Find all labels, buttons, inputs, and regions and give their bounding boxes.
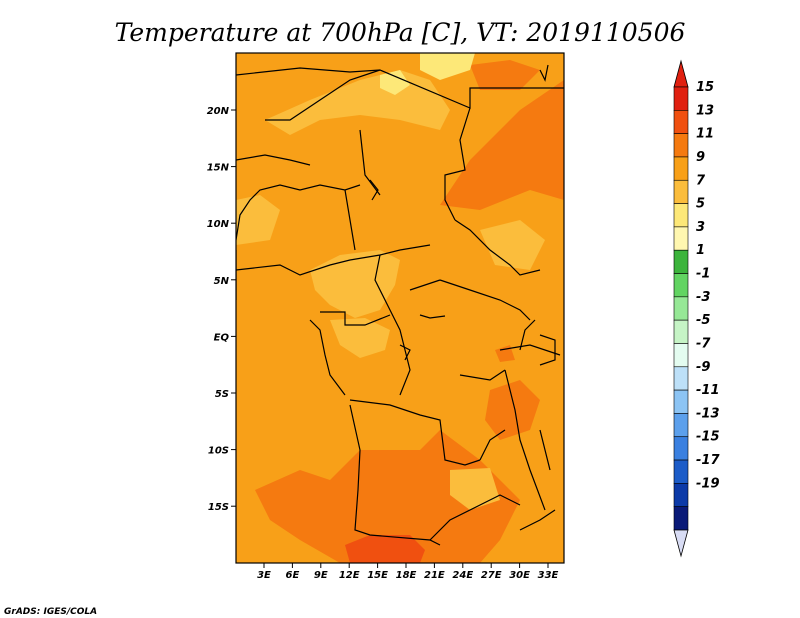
warm-region-east: [485, 380, 540, 440]
x-tick-label: 33E: [538, 570, 559, 581]
map-area: [236, 53, 564, 563]
colorbar-label: -3: [696, 290, 710, 305]
y-tick-label: 15N: [207, 163, 230, 174]
colorbar-label: -17: [696, 453, 720, 468]
colorbar-label: -11: [696, 383, 720, 398]
y-tick-label: EQ: [214, 332, 230, 343]
colorbar: 15 13 11 9 7 5 3 1 -1 -3 -5 -7 -9 -11 -13 -15 -17 -19: [673, 59, 720, 558]
colorbar-label: -9: [696, 360, 710, 375]
colorbar-segment: [673, 203, 689, 228]
colorbar-label: -19: [696, 476, 720, 491]
colorbar-label: -1: [696, 267, 710, 282]
coolest-region-sahara: [420, 53, 475, 80]
colorbar-label: 3: [696, 220, 705, 235]
y-axis: 20N 15N 10N 5N EQ 5S 10S 15S: [207, 106, 236, 513]
x-tick-label: 12E: [339, 570, 360, 581]
colorbar-segment: [673, 156, 689, 181]
y-tick-label: 5N: [214, 276, 230, 287]
colorbar-segment: [673, 506, 689, 531]
cool-region-west: [236, 195, 280, 245]
cool-region-congo: [330, 318, 390, 358]
x-axis: 3E 6E 9E 12E 15E 18E 21E 24E 27E 30E 33E: [257, 563, 559, 581]
warm-region-northeast: [440, 80, 564, 210]
colorbar-segment: [673, 459, 689, 484]
colorbar-label: 1: [696, 243, 705, 258]
cool-region-se: [450, 468, 500, 510]
colorbar-segment: [673, 389, 689, 414]
colorbar-segment: [673, 436, 689, 461]
credit-text: GrADS: IGES/COLA: [4, 607, 97, 617]
x-tick-label: 15E: [367, 570, 388, 581]
warm-region-ne-small: [470, 60, 540, 90]
colorbar-segment: [673, 273, 689, 298]
colorbar-segment: [673, 319, 689, 344]
coolest-region-patch: [380, 70, 410, 95]
colorbar-segment: [673, 366, 689, 391]
colorbar-segment: [673, 249, 689, 274]
y-tick-label: 10S: [208, 446, 229, 457]
colorbar-label: 5: [696, 197, 705, 212]
x-tick-label: 6E: [286, 570, 300, 581]
colorbar-segment: [673, 226, 689, 251]
colorbar-label: 15: [696, 80, 714, 95]
colorbar-segment: [673, 133, 689, 158]
y-tick-label: 20N: [207, 106, 230, 117]
colorbar-segment: [673, 483, 689, 507]
colorbar-label: -13: [696, 406, 720, 421]
x-tick-label: 9E: [314, 570, 328, 581]
colorbar-label: -15: [696, 430, 720, 445]
y-tick-label: 5S: [215, 389, 229, 400]
y-tick-label: 15S: [208, 502, 229, 513]
chart-title: Temperature at 700hPa [C], VT: 201911050…: [115, 18, 686, 47]
colorbar-segment: [673, 110, 689, 134]
x-tick-label: 21E: [424, 570, 445, 581]
colorbar-segment: [673, 413, 689, 438]
x-tick-label: 27E: [481, 570, 502, 581]
colorbar-segment: [673, 86, 689, 111]
colorbar-bottom-arrow: [673, 529, 689, 558]
colorbar-label: 9: [696, 150, 705, 165]
y-tick-label: 10N: [207, 219, 230, 230]
colorbar-segment: [673, 179, 689, 204]
warm-region-south: [255, 430, 520, 563]
colorbar-label: 11: [696, 127, 714, 142]
country-borders: [236, 64, 564, 546]
warm-region-lake: [495, 345, 515, 362]
colorbar-label: 7: [696, 173, 706, 188]
cool-region-ethiopia: [480, 220, 545, 270]
hot-region-south: [345, 535, 425, 563]
colorbar-top-arrow: [673, 59, 689, 88]
colorbar-segment: [673, 343, 689, 368]
colorbar-segment: [673, 296, 689, 321]
x-tick-label: 24E: [452, 570, 473, 581]
map-frame: [235, 52, 565, 564]
colorbar-label: -7: [696, 336, 711, 351]
x-tick-label: 30E: [509, 570, 530, 581]
x-tick-label: 18E: [396, 570, 417, 581]
x-tick-label: 3E: [257, 570, 271, 581]
colorbar-label: -5: [696, 313, 710, 328]
colorbar-label: 13: [696, 103, 714, 118]
